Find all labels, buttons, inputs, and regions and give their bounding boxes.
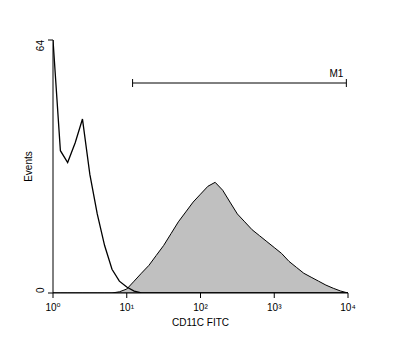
marker-range xyxy=(133,83,347,84)
x-tick xyxy=(126,293,127,298)
histogram-line xyxy=(53,40,348,293)
x-tick xyxy=(274,293,275,298)
x-tick-label: 10³ xyxy=(267,302,282,313)
x-tick-label: 10¹ xyxy=(120,302,135,313)
y-axis xyxy=(53,40,54,293)
x-tick xyxy=(53,293,54,298)
x-tick-label: 10⁴ xyxy=(340,302,355,313)
y-axis-label: Events xyxy=(23,151,34,182)
plot-area xyxy=(53,40,348,293)
x-tick xyxy=(200,293,201,298)
y-tick-label: 0 xyxy=(35,287,46,293)
y-tick xyxy=(48,293,53,294)
y-tick xyxy=(48,40,53,41)
histogram-area xyxy=(53,182,348,293)
marker-cap xyxy=(132,79,133,87)
x-tick xyxy=(348,293,349,298)
marker-label: M1 xyxy=(329,68,343,79)
marker-cap xyxy=(346,79,347,87)
x-tick-label: 10⁰ xyxy=(45,302,60,313)
chart: 10⁰ 10¹ 10² 10³ 10⁴ 0 64 CD11C FITC Events M1 xyxy=(0,0,404,352)
y-tick-label: 64 xyxy=(35,40,46,52)
x-tick-label: 10² xyxy=(193,302,208,313)
x-axis-label: CD11C FITC xyxy=(172,317,229,328)
